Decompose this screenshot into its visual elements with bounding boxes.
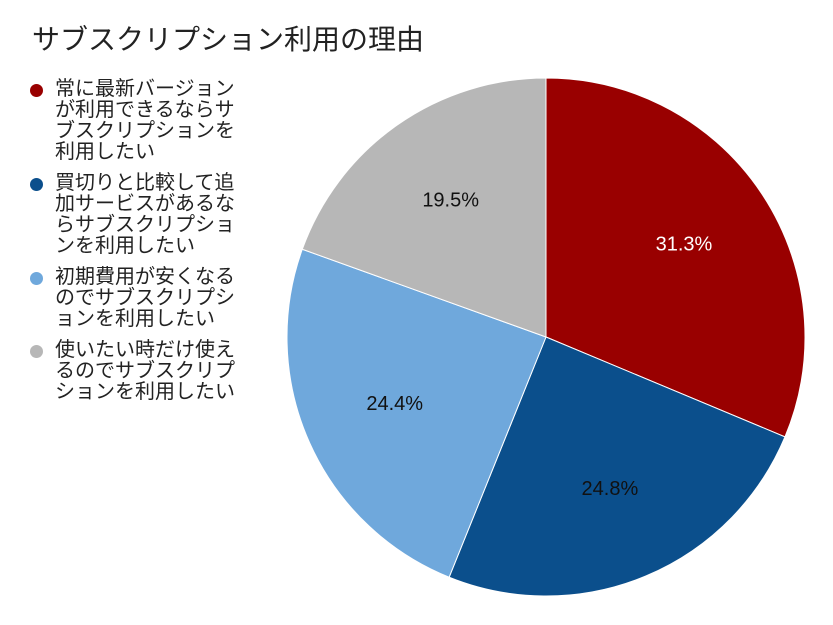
- legend-item-low-initial-cost: 初期費用が安くなるのでサブスクリプションを利用したい: [30, 266, 255, 329]
- slice-value-label-4: 19.5%: [422, 190, 479, 212]
- pie-slice-2: [448, 336, 786, 597]
- chart-title: サブスクリプション利用の理由: [32, 23, 425, 56]
- slice-value-label-2: 24.8%: [582, 478, 639, 500]
- legend-label: 初期費用が安くなるのでサブスクリプションを利用したい: [55, 264, 235, 330]
- legend-label: 使いたい時だけ使えるのでサブスクリプションを利用したい: [55, 337, 235, 403]
- pie-slice-1: [545, 77, 806, 438]
- legend-marker: [30, 272, 43, 285]
- legend-item-latest-version: 常に最新バージョンが利用できるならサブスクリプションを利用したい: [30, 78, 255, 162]
- legend-item-extra-services: 買切りと比較して追加サービスがあるならサブスクリプションを利用したい: [30, 172, 255, 256]
- legend-label: 買切りと比較して追加サービスがあるならサブスクリプションを利用したい: [55, 170, 235, 257]
- pie-slice-4: [301, 77, 547, 338]
- pie-slice-3: [286, 248, 547, 578]
- legend-marker: [30, 178, 43, 191]
- chart-legend: 常に最新バージョンが利用できるならサブスクリプションを利用したい 買切りと比較し…: [30, 78, 255, 412]
- legend-marker: [30, 84, 43, 97]
- slice-value-label-1: 31.3%: [656, 233, 713, 255]
- slice-value-label-3: 24.4%: [366, 393, 423, 415]
- legend-label: 常に最新バージョンが利用できるならサブスクリプションを利用したい: [55, 76, 235, 163]
- legend-marker: [30, 345, 43, 358]
- legend-item-use-when-needed: 使いたい時だけ使えるのでサブスクリプションを利用したい: [30, 339, 255, 402]
